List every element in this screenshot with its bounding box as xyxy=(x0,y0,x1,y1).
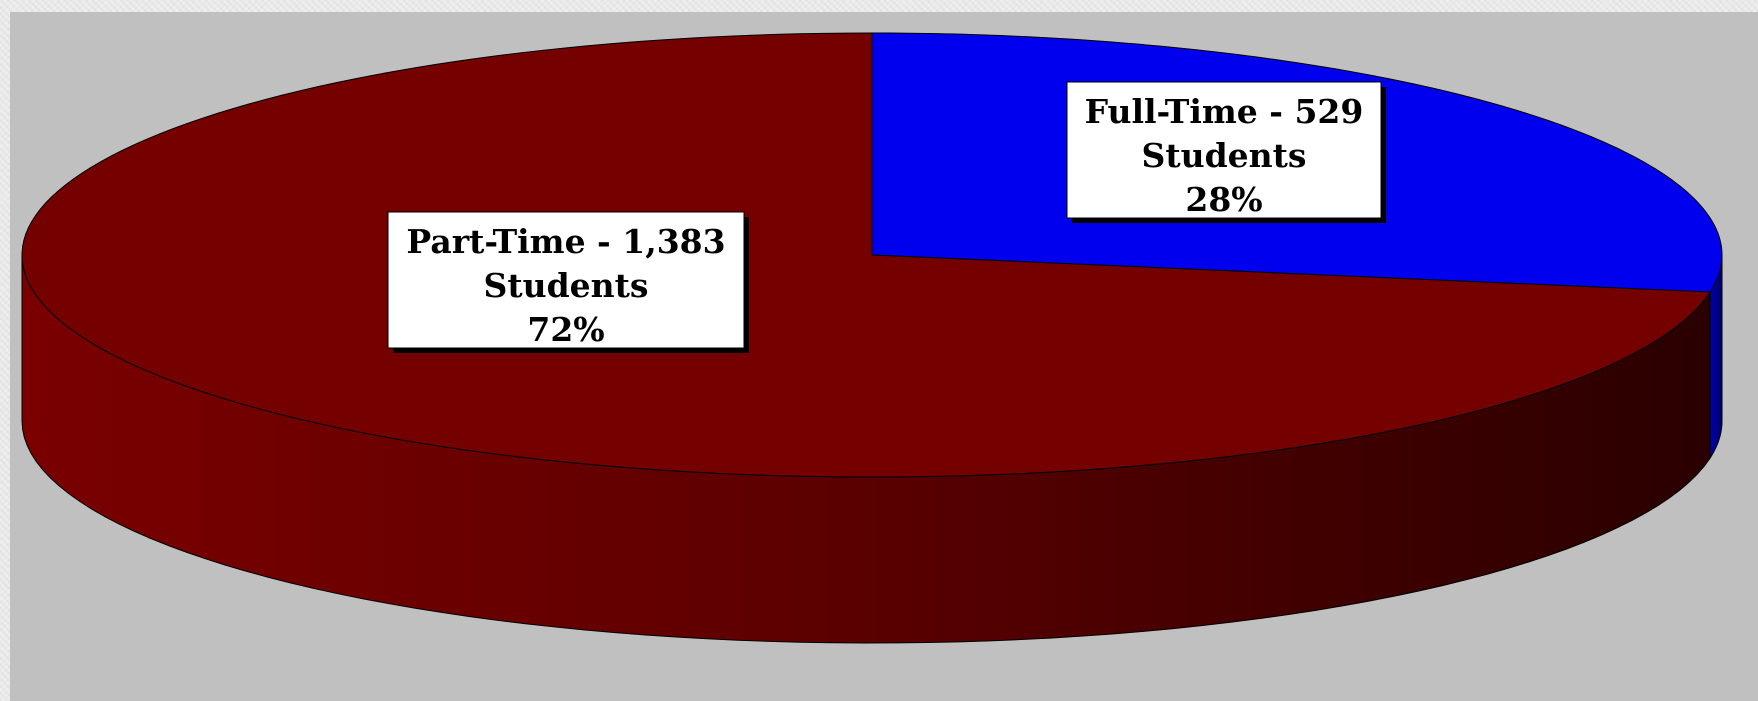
data-label-line: Part-Time - 1,383 xyxy=(406,222,725,261)
data-label-line: 72% xyxy=(527,310,604,349)
data-label-line: Students xyxy=(484,266,649,305)
pie-top-group xyxy=(22,33,1722,477)
data-label-line: Students xyxy=(1142,136,1307,175)
data-label-line: 28% xyxy=(1185,180,1262,219)
data-label-line: Full-Time - 529 xyxy=(1085,92,1364,131)
data-label-full-time: Full-Time - 529 Students 28% xyxy=(1067,82,1386,223)
data-label-part-time: Part-Time - 1,383 Students 72% xyxy=(388,212,749,353)
